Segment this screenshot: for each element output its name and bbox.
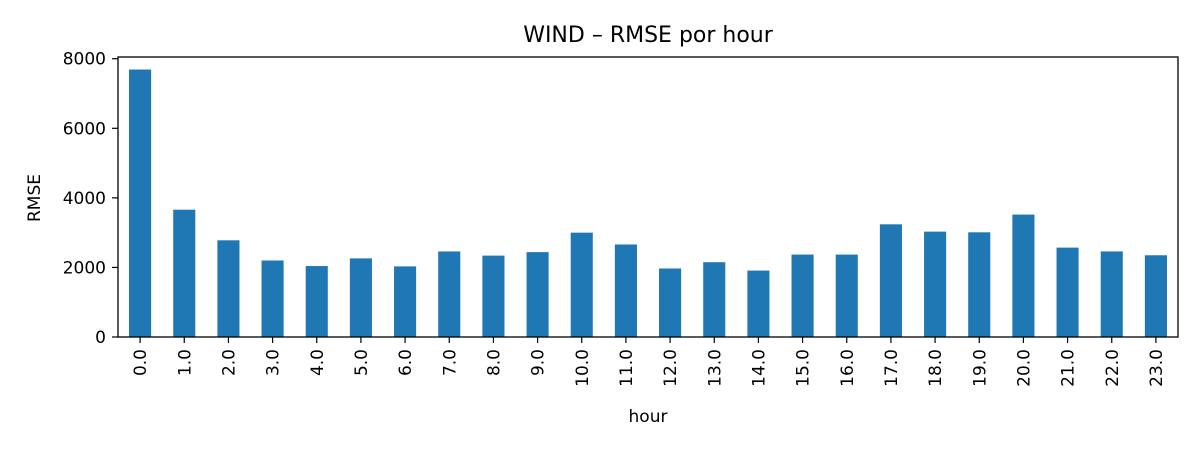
x-tick-label: 2.0 bbox=[219, 349, 239, 376]
bar-11.0 bbox=[614, 244, 637, 337]
bar-10.0 bbox=[570, 232, 593, 337]
plot-frame bbox=[117, 56, 1179, 338]
x-tick-label: 9.0 bbox=[529, 349, 549, 376]
x-tick-label: 1.0 bbox=[175, 349, 195, 376]
x-tick-label: 7.0 bbox=[440, 349, 460, 376]
x-tick-label: 0.0 bbox=[131, 349, 151, 376]
x-tick-label: 3.0 bbox=[264, 349, 284, 376]
bar-2.0 bbox=[217, 240, 240, 337]
bar-0.0 bbox=[129, 69, 152, 338]
x-tick-label: 12.0 bbox=[661, 349, 681, 387]
x-tick-label: 21.0 bbox=[1059, 349, 1079, 387]
bar-20.0 bbox=[1012, 214, 1035, 337]
bar-3.0 bbox=[261, 260, 284, 337]
bar-23.0 bbox=[1144, 255, 1167, 337]
bar-12.0 bbox=[659, 268, 682, 337]
bar-22.0 bbox=[1100, 251, 1123, 337]
x-tick-label: 5.0 bbox=[352, 349, 372, 376]
y-tick-label: 8000 bbox=[63, 50, 106, 70]
x-tick-label: 14.0 bbox=[749, 349, 769, 387]
bar-5.0 bbox=[349, 258, 372, 337]
x-tick-label: 17.0 bbox=[882, 349, 902, 387]
x-tick-label: 10.0 bbox=[573, 349, 593, 387]
x-tick-label: 20.0 bbox=[1014, 349, 1034, 387]
bar-13.0 bbox=[703, 262, 726, 337]
y-axis-label: RMSE bbox=[25, 174, 45, 222]
x-tick-label: 16.0 bbox=[838, 349, 858, 387]
x-axis-label: hour bbox=[629, 407, 668, 427]
bar-6.0 bbox=[394, 266, 417, 337]
x-axis-ticks: 0.0 1.0 2.0 3.0 4.0 5.0 6.0 7.0 8.0 9.0 10.0 11.0 12… bbox=[131, 337, 1167, 387]
bar-14.0 bbox=[747, 270, 770, 337]
bar-19.0 bbox=[968, 232, 991, 337]
bar-1.0 bbox=[173, 209, 196, 337]
bar-21.0 bbox=[1056, 247, 1079, 337]
bar-15.0 bbox=[791, 254, 814, 337]
chart-title: WIND – RMSE por hour bbox=[523, 23, 774, 48]
bars bbox=[129, 69, 1167, 338]
y-tick-label: 0 bbox=[95, 328, 106, 348]
x-tick-label: 19.0 bbox=[970, 349, 990, 387]
bar-7.0 bbox=[438, 251, 461, 337]
x-tick-label: 8.0 bbox=[484, 349, 504, 376]
y-tick-label: 6000 bbox=[63, 119, 106, 139]
x-tick-label: 13.0 bbox=[705, 349, 725, 387]
x-tick-label: 4.0 bbox=[308, 349, 328, 376]
x-tick-label: 18.0 bbox=[926, 349, 946, 387]
bar-17.0 bbox=[879, 224, 902, 337]
y-tick-label: 4000 bbox=[63, 189, 106, 209]
x-tick-label: 23.0 bbox=[1147, 349, 1167, 387]
bar-18.0 bbox=[924, 231, 947, 337]
bar-9.0 bbox=[526, 252, 549, 337]
y-tick-label: 2000 bbox=[63, 258, 106, 278]
y-axis-ticks: 0 2000 4000 6000 8000 bbox=[63, 50, 118, 348]
x-tick-label: 15.0 bbox=[794, 349, 814, 387]
x-tick-label: 22.0 bbox=[1103, 349, 1123, 387]
bar-4.0 bbox=[305, 266, 328, 337]
bar-16.0 bbox=[835, 254, 858, 337]
x-tick-label: 6.0 bbox=[396, 349, 416, 376]
x-tick-label: 11.0 bbox=[617, 349, 637, 387]
bar-8.0 bbox=[482, 255, 505, 337]
